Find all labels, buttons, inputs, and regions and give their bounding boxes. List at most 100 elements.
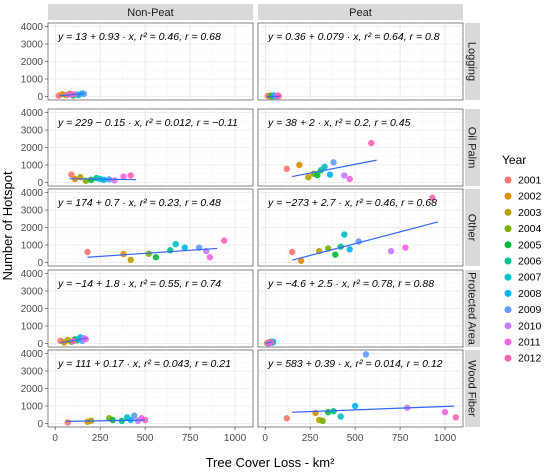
data-point	[305, 174, 312, 181]
panels-layer: Non-Peat Peat Logging Oil Palm Other Protecte…	[21, 4, 480, 444]
trend-line	[65, 419, 146, 422]
legend-label: 2010	[518, 320, 542, 332]
x-tick-label: 500	[347, 433, 364, 444]
legend-swatch	[504, 322, 512, 330]
data-point	[296, 161, 303, 169]
y-tick-label: 2000	[21, 304, 44, 315]
x-tick-label: 0	[52, 433, 58, 444]
legend-label: 2005	[518, 239, 542, 251]
legend-swatch	[504, 273, 512, 281]
data-point	[402, 244, 409, 251]
y-tick-label: 0	[37, 258, 43, 269]
row-strip-label: Logging	[466, 42, 478, 81]
data-point	[332, 251, 339, 258]
data-point	[441, 408, 449, 416]
facet-panel: y = 174 + 0.7 · x, r² = 0.23, r = 0.48 0 1…	[21, 188, 254, 269]
y-tick-label: 2000	[21, 223, 44, 234]
regression-equation: y = −14 + 1.8 · x, r² = 0.55, r = 0.74	[57, 278, 221, 290]
row-strip-label: Oil Palm	[466, 127, 478, 169]
data-point	[387, 247, 395, 255]
facet-panel: y = 38 + 2 · x, r² = 0.2, r = 0.45	[257, 108, 464, 187]
y-tick-label: 3000	[21, 287, 44, 298]
data-point	[68, 171, 75, 178]
data-point	[167, 247, 174, 254]
trend-line	[292, 159, 377, 178]
y-tick-label: 0	[37, 339, 43, 350]
regression-equation: y = 174 + 0.7 · x, r² = 0.23, r = 0.48	[57, 197, 221, 209]
data-point	[330, 159, 337, 166]
legend-swatch	[504, 289, 512, 297]
regression-equation: y = −273 + 2.7 · x, r² = 0.46, r = 0.68	[267, 197, 437, 209]
facet-panel: y = 0.36 + 0.079 · x, r² = 0.64, r = 0.8	[257, 22, 464, 101]
data-point	[283, 165, 290, 173]
y-tick-label: 4000	[21, 188, 44, 199]
data-point	[111, 177, 118, 184]
data-point	[64, 419, 71, 426]
data-point	[69, 338, 77, 345]
legend-swatch	[504, 225, 512, 233]
regression-equation: y = 0.36 + 0.079 · x, r² = 0.64, r = 0.8	[267, 31, 440, 43]
x-tick-label: 1000	[434, 433, 457, 444]
trend-line	[58, 93, 85, 97]
data-point	[127, 172, 134, 179]
y-tick-label: 3000	[21, 40, 44, 51]
y-tick-label: 1000	[21, 402, 44, 413]
y-tick-label: 3000	[21, 126, 44, 137]
data-point	[362, 351, 370, 358]
trend-line	[69, 178, 137, 181]
legend-label: 2004	[518, 223, 542, 235]
data-point	[172, 240, 179, 248]
y-tick-label: 4000	[21, 269, 44, 280]
data-point	[326, 171, 334, 178]
data-point	[283, 415, 290, 422]
y-tick-label: 2000	[21, 143, 44, 154]
y-tick-label: 1000	[21, 241, 44, 252]
row-strip-label: Other	[466, 214, 478, 242]
data-point	[127, 256, 134, 264]
y-tick-label: 3000	[21, 367, 44, 378]
legend-swatch	[504, 192, 512, 200]
regression-equation: y = 583 + 0.39 · x, r² = 0.014, r = 0.12	[267, 358, 443, 370]
y-tick-label: 3000	[21, 206, 44, 217]
data-point	[321, 163, 328, 170]
data-point	[120, 250, 127, 258]
row-strip-1	[465, 109, 480, 186]
y-tick-label: 0	[37, 178, 43, 189]
row-strip-4	[465, 350, 480, 427]
legend-swatch	[504, 338, 512, 346]
trend-line	[60, 337, 88, 344]
regression-equation: y = −4.6 + 2.5 · x, r² = 0.78, r = 0.88	[267, 278, 434, 290]
data-point	[221, 237, 228, 244]
data-point	[152, 254, 160, 261]
regression-equation: y = 38 + 2 · x, r² = 0.2, r = 0.45	[267, 117, 411, 129]
data-point	[368, 139, 375, 147]
data-point	[341, 172, 348, 179]
data-point	[288, 248, 296, 256]
trend-line	[265, 341, 273, 344]
data-point	[100, 176, 107, 184]
x-tick-label: 250	[92, 433, 109, 444]
data-point	[341, 231, 348, 238]
x-tick-label: 750	[182, 433, 199, 444]
trend-line	[87, 247, 218, 258]
data-point	[452, 414, 460, 421]
data-point	[319, 417, 326, 425]
data-point	[346, 175, 353, 183]
y-axis-title: Number of Hotspot	[0, 171, 15, 280]
data-point	[109, 416, 116, 424]
row-strip-0	[465, 23, 480, 100]
data-point	[84, 248, 91, 256]
y-tick-label: 2000	[21, 57, 44, 68]
facet-panel: y = −4.6 + 2.5 · x, r² = 0.78, r = 0.88	[257, 269, 464, 348]
data-point	[141, 416, 149, 424]
legend-swatch	[504, 241, 512, 249]
facet-panel: y = 111 + 0.17 · x, r² = 0.043, r = 0.21…	[21, 349, 254, 444]
y-tick-label: 4000	[21, 108, 44, 119]
data-point	[351, 402, 359, 410]
data-point	[206, 254, 214, 261]
x-tick-label: 0	[262, 433, 268, 444]
legend-label: 2009	[518, 304, 542, 316]
trend-line	[292, 405, 455, 413]
data-point	[145, 250, 152, 257]
